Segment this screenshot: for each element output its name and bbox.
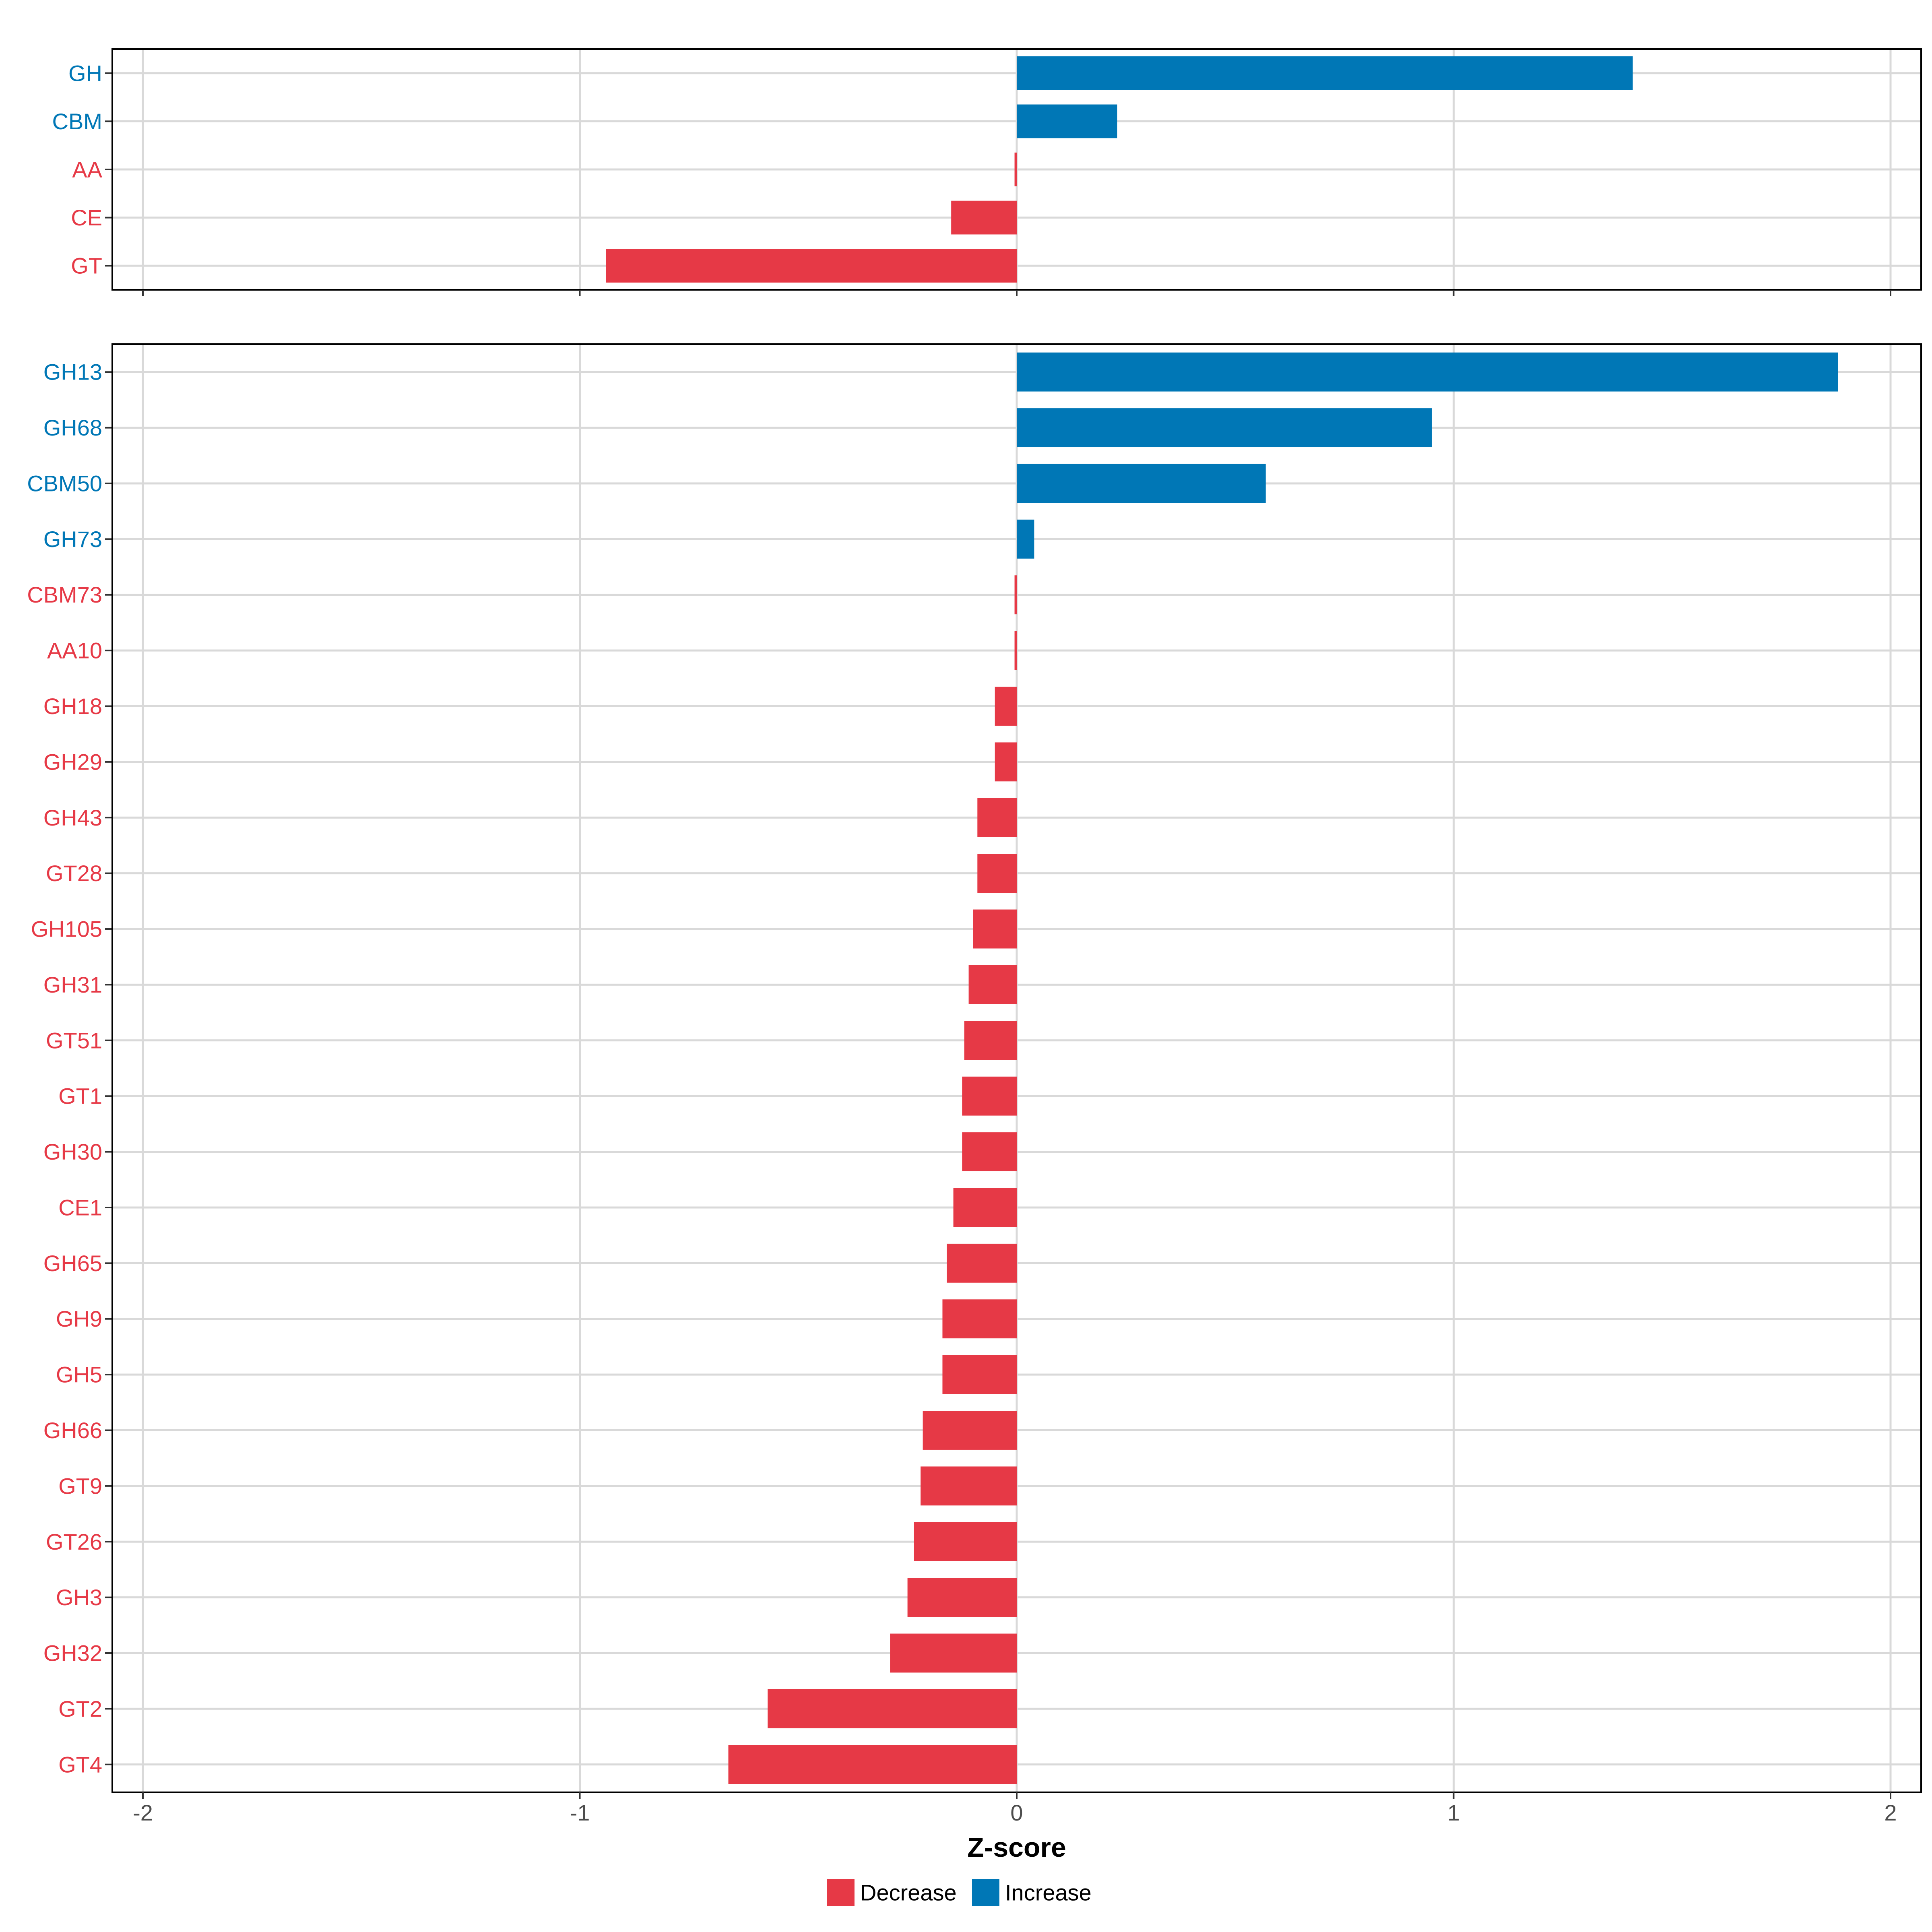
- panel-class-bar-gt: [606, 249, 1017, 283]
- x-tick-label-1: 1: [1447, 1800, 1460, 1825]
- panel-family-label-cbm73: CBM73: [27, 582, 102, 607]
- panel-family-bar-gh43: [977, 798, 1017, 837]
- panel-family-bar-gt9: [921, 1466, 1017, 1506]
- panel-family-label-cbm50: CBM50: [27, 471, 102, 496]
- panel-family-label-gh65: GH65: [43, 1251, 102, 1276]
- panel-family-label-gh13: GH13: [43, 359, 102, 385]
- panel-family-bar-gh3: [907, 1578, 1017, 1617]
- panel-family-bar-gh73: [1017, 519, 1034, 559]
- panel-family-label-gh105: GH105: [31, 916, 102, 942]
- panel-family-bar-ce1: [953, 1188, 1017, 1227]
- panel-family-bar-gt1: [962, 1076, 1017, 1116]
- panel-family-bar-gh30: [962, 1132, 1017, 1172]
- panel-class-label-gt: GT: [71, 253, 102, 279]
- panel-family-label-gt1: GT1: [58, 1084, 102, 1109]
- panel-family-label-gt26: GT26: [46, 1529, 102, 1554]
- panel-family-bar-gt26: [914, 1522, 1017, 1561]
- panel-class-bar-cbm: [1017, 104, 1117, 138]
- panel-family-bar-aa10: [1014, 631, 1017, 670]
- legend-key-increase: [972, 1879, 999, 1906]
- panel-family-label-gh31: GH31: [43, 972, 102, 997]
- x-tick-label--2: -2: [133, 1800, 153, 1825]
- legend-label-increase: Increase: [1005, 1880, 1092, 1905]
- panel-family-label-gt9: GT9: [58, 1473, 102, 1499]
- panel-family-bar-gh5: [942, 1355, 1017, 1394]
- panel-family-bar-gh66: [923, 1411, 1017, 1450]
- panel-family-label-gh43: GH43: [43, 805, 102, 830]
- panel-family-label-gh73: GH73: [43, 526, 102, 552]
- panel-family-bar-cbm50: [1017, 464, 1266, 503]
- panel-family-label-gh66: GH66: [43, 1418, 102, 1443]
- panel-family-label-gh68: GH68: [43, 415, 102, 440]
- panel-class-label-cbm: CBM: [52, 109, 102, 134]
- panel-family-bar-gh13: [1017, 352, 1838, 392]
- panel-family-bar-gh18: [995, 687, 1017, 726]
- panel-family-bar-gh32: [890, 1633, 1017, 1673]
- panel-family-bar-gt51: [964, 1021, 1017, 1060]
- panel-family-label-ce1: CE1: [58, 1195, 102, 1220]
- legend-label-decrease: Decrease: [860, 1880, 957, 1905]
- panel-family-bar-gh68: [1017, 408, 1432, 448]
- panel-family-bar-gt2: [768, 1689, 1017, 1728]
- panel-family-bar-gh65: [947, 1243, 1017, 1283]
- panel-family-bar-gt4: [728, 1745, 1017, 1784]
- panel-family-label-aa10: AA10: [47, 638, 102, 663]
- panel-family-bar-gh105: [973, 909, 1017, 949]
- panel-family-label-gt28: GT28: [46, 861, 102, 886]
- panel-family-label-gh9: GH9: [56, 1306, 102, 1331]
- panel-family-label-gh30: GH30: [43, 1139, 102, 1164]
- panel-class-label-gh: GH: [68, 60, 102, 86]
- x-tick-label-0: 0: [1010, 1800, 1023, 1825]
- x-axis-title: Z-score: [967, 1832, 1066, 1863]
- legend-key-decrease: [827, 1879, 855, 1906]
- panel-family-bar-gh31: [968, 965, 1017, 1004]
- panel-family-label-gt4: GT4: [58, 1752, 102, 1777]
- panel-family-bar-gh29: [995, 742, 1017, 782]
- panel-family-label-gh32: GH32: [43, 1641, 102, 1666]
- x-tick-label-2: 2: [1884, 1800, 1897, 1825]
- panel-class-label-aa: AA: [72, 157, 102, 182]
- panel-class-label-ce: CE: [71, 205, 102, 230]
- x-tick-label--1: -1: [570, 1800, 590, 1825]
- panel-family-label-gh18: GH18: [43, 694, 102, 719]
- panel-family-label-gh3: GH3: [56, 1585, 102, 1610]
- panel-class-bar-ce: [951, 200, 1017, 235]
- panel-family-label-gh29: GH29: [43, 749, 102, 774]
- panel-family-label-gt2: GT2: [58, 1696, 102, 1721]
- panel-family-bar-gh9: [942, 1299, 1017, 1339]
- panel-family-label-gt51: GT51: [46, 1028, 102, 1053]
- panel-class-bar-gh: [1017, 56, 1633, 90]
- panel-class-bar-aa: [1014, 153, 1017, 186]
- panel-family-label-gh5: GH5: [56, 1362, 102, 1387]
- panel-family-bar-cbm73: [1014, 575, 1017, 615]
- panel-family-bar-gt28: [977, 854, 1017, 893]
